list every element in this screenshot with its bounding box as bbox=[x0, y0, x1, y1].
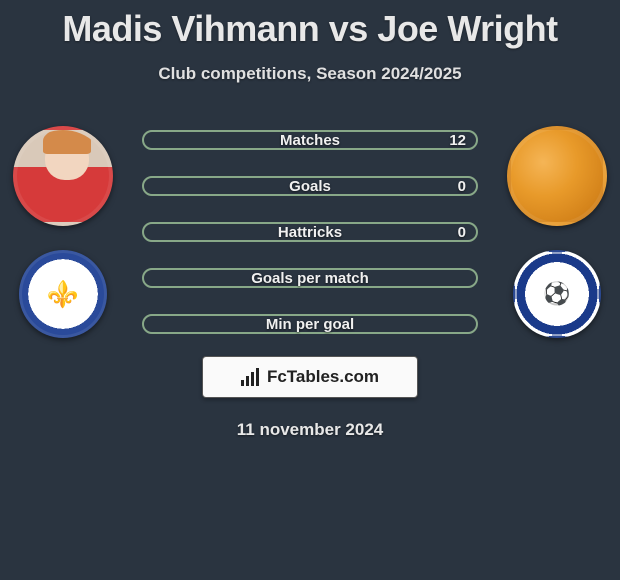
page-title: Madis Vihmann vs Joe Wright bbox=[0, 0, 620, 50]
comparison-card: Madis Vihmann vs Joe Wright Club competi… bbox=[0, 0, 620, 440]
stat-value: 12 bbox=[449, 132, 466, 149]
stat-bar-matches: Matches 12 bbox=[142, 130, 478, 150]
left-column: ⚜️ bbox=[8, 126, 118, 338]
date-label: 11 november 2024 bbox=[0, 420, 620, 440]
stat-label: Goals bbox=[289, 178, 331, 195]
stat-value: 0 bbox=[458, 178, 466, 195]
stat-label: Matches bbox=[280, 132, 340, 149]
stat-bar-goals: Goals 0 bbox=[142, 176, 478, 196]
body-area: ⚜️ ⚽ Matches 12 Goals 0 Hattricks 0 G bbox=[0, 126, 620, 440]
stat-bar-gpm: Goals per match bbox=[142, 268, 478, 288]
club-right-logo: ⚽ bbox=[513, 250, 601, 338]
right-column: ⚽ bbox=[502, 126, 612, 338]
player-right-avatar bbox=[507, 126, 607, 226]
source-badge[interactable]: FcTables.com bbox=[202, 356, 418, 398]
player-left-avatar bbox=[13, 126, 113, 226]
club-left-logo: ⚜️ bbox=[19, 250, 107, 338]
stat-bar-hattricks: Hattricks 0 bbox=[142, 222, 478, 242]
stat-label: Hattricks bbox=[278, 224, 342, 241]
subtitle: Club competitions, Season 2024/2025 bbox=[0, 64, 620, 84]
badge-label: FcTables.com bbox=[267, 367, 379, 387]
chart-icon bbox=[241, 368, 261, 386]
stat-label: Goals per match bbox=[251, 270, 369, 287]
stat-value: 0 bbox=[458, 224, 466, 241]
stat-label: Min per goal bbox=[266, 316, 354, 333]
stats-bars: Matches 12 Goals 0 Hattricks 0 Goals per… bbox=[142, 126, 478, 334]
stat-bar-mpg: Min per goal bbox=[142, 314, 478, 334]
ball-icon: ⚽ bbox=[543, 281, 570, 307]
shield-icon: ⚜️ bbox=[47, 279, 79, 310]
